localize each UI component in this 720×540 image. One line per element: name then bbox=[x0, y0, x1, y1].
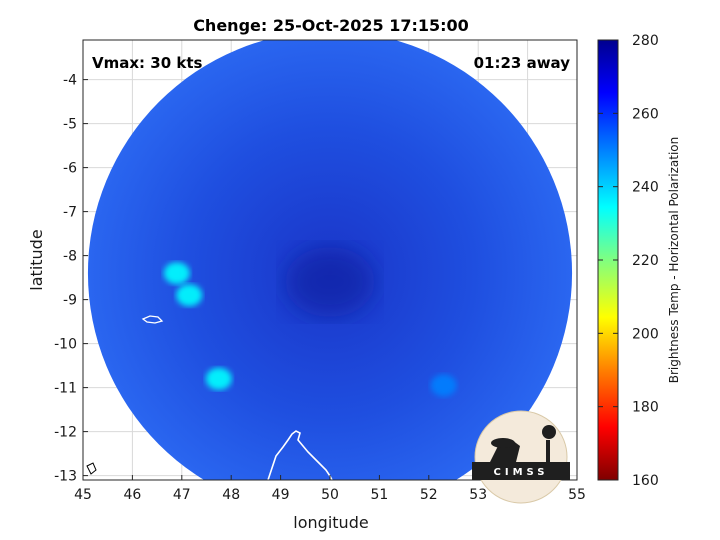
y-tick-label: -12 bbox=[54, 425, 77, 441]
y-tick-label: -9 bbox=[63, 293, 77, 309]
x-axis-label: longitude bbox=[293, 513, 368, 532]
coastline-islet bbox=[86, 462, 97, 475]
colorbar-tick-label: 220 bbox=[632, 253, 659, 269]
y-tick-label: -8 bbox=[63, 249, 77, 265]
vmax-label: Vmax: 30 kts bbox=[92, 54, 202, 72]
colorbar-tick-label: 200 bbox=[632, 326, 659, 342]
coastline-island bbox=[141, 315, 164, 324]
feature-warm-core bbox=[285, 247, 375, 317]
cimss-logo-text: CIMSS bbox=[494, 467, 549, 478]
y-axis-ticks: -4 -5 -6 -7 -8 -9 -10 -11 -12 -13 bbox=[54, 73, 88, 485]
x-tick-label: 50 bbox=[321, 487, 339, 503]
y-tick-label: -6 bbox=[63, 161, 77, 177]
y-tick-label: -11 bbox=[54, 381, 77, 397]
y-tick-label: -10 bbox=[54, 337, 77, 353]
chart-title: Chenge: 25-Oct-2025 17:15:00 bbox=[193, 16, 469, 35]
x-tick-label: 45 bbox=[74, 487, 92, 503]
y-tick-label: -4 bbox=[63, 73, 77, 89]
feature-cold-patch-south bbox=[205, 367, 232, 390]
cimss-logo: CIMSS bbox=[472, 410, 570, 504]
x-tick-label: 53 bbox=[469, 487, 487, 503]
coastline bbox=[267, 430, 333, 480]
colorbar-tick-label: 280 bbox=[632, 33, 659, 49]
feature-cold-spot-southeast bbox=[430, 374, 457, 397]
y-tick-label: -7 bbox=[63, 205, 77, 221]
x-tick-label: 48 bbox=[222, 487, 240, 503]
time-away-label: 01:23 away bbox=[474, 54, 571, 72]
feature-cold-cluster-west-north bbox=[163, 262, 190, 285]
x-tick-label: 52 bbox=[420, 487, 438, 503]
colorbar-label: Brightness Temp - Horizontal Polarizatio… bbox=[667, 137, 681, 384]
x-tick-label: 49 bbox=[272, 487, 290, 503]
colorbar-tick-label: 240 bbox=[632, 180, 659, 196]
colorbar-ticks: 160 180 200 220 240 260 280 bbox=[598, 33, 659, 489]
feature-cold-cluster-west bbox=[176, 284, 203, 307]
colorbar-tick-label: 180 bbox=[632, 400, 659, 416]
x-tick-label: 47 bbox=[173, 487, 191, 503]
colorbar-tick-label: 260 bbox=[632, 106, 659, 122]
y-tick-label: -13 bbox=[54, 469, 77, 485]
x-tick-label: 46 bbox=[123, 487, 141, 503]
x-tick-label: 55 bbox=[568, 487, 586, 503]
y-axis-label: latitude bbox=[27, 229, 46, 290]
colorbar-tick-label: 160 bbox=[632, 473, 659, 489]
x-tick-label: 51 bbox=[370, 487, 388, 503]
y-tick-label: -5 bbox=[63, 117, 77, 133]
brightness-features bbox=[163, 247, 457, 397]
